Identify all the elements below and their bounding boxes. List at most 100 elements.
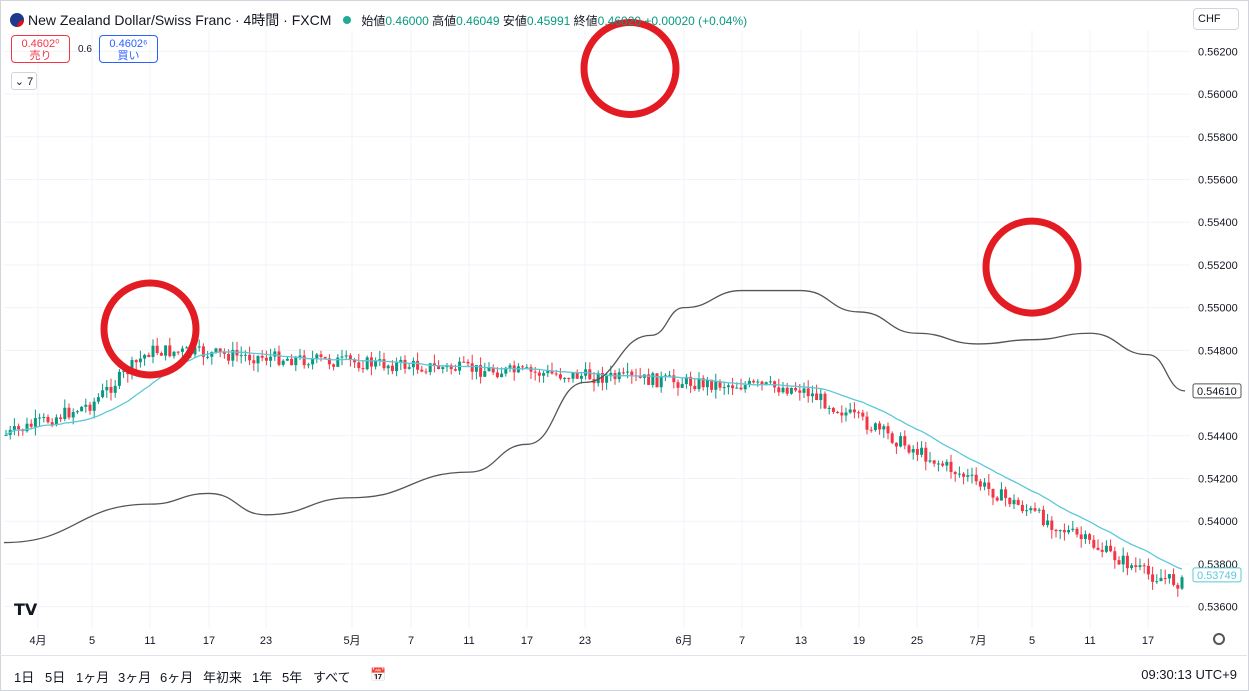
- candle-body: [479, 364, 483, 377]
- candle-body: [630, 371, 634, 376]
- buy-button[interactable]: 0.4602⁶ 買い: [99, 35, 158, 63]
- candle-body: [382, 359, 386, 369]
- tf-all[interactable]: すべて: [313, 670, 351, 685]
- candle-body: [991, 488, 995, 498]
- candle-body: [159, 353, 163, 356]
- candle-body: [907, 445, 911, 453]
- tf-5y[interactable]: 5年: [282, 670, 303, 685]
- candle-body: [269, 356, 273, 361]
- candle-body: [491, 367, 495, 373]
- candle-body: [1071, 528, 1075, 530]
- candle-body: [760, 381, 764, 385]
- candle-body: [899, 436, 903, 447]
- candle-body: [781, 387, 785, 393]
- candle-body: [815, 393, 819, 401]
- y-tick-label: 0.55400: [1198, 217, 1238, 229]
- date-range-icon[interactable]: 📅: [370, 667, 387, 682]
- candle-body: [726, 385, 730, 388]
- candle-body: [1079, 534, 1083, 540]
- candle-body: [567, 378, 571, 380]
- candle-body: [563, 378, 567, 380]
- candle-body: [344, 355, 348, 357]
- x-tick-label: 7: [739, 635, 745, 647]
- candle-body: [605, 376, 609, 383]
- candle-body: [533, 371, 537, 373]
- x-tick-label: 11: [1084, 635, 1095, 647]
- candle-body: [243, 354, 247, 356]
- candle-body: [487, 367, 491, 372]
- candle-body: [1004, 489, 1008, 498]
- ma-slow-line: [3, 289, 1186, 544]
- candle-body: [735, 387, 739, 389]
- candle-body: [1121, 555, 1125, 565]
- candle-body: [680, 384, 684, 388]
- tf-1d[interactable]: 1日: [14, 670, 35, 685]
- candle-body: [647, 374, 651, 385]
- candle-body: [252, 360, 256, 364]
- candle-body: [747, 380, 751, 386]
- settings-gear-icon[interactable]: [1213, 633, 1225, 645]
- candle-body: [878, 423, 882, 430]
- candle-body: [1155, 581, 1159, 583]
- candle-body: [819, 393, 823, 401]
- sell-button[interactable]: 0.4602⁰ 売り: [11, 35, 70, 63]
- candle-body: [437, 365, 441, 369]
- candle-body: [655, 373, 659, 388]
- candle-body: [1020, 504, 1024, 512]
- candle-body: [831, 407, 835, 413]
- candle-body: [386, 365, 390, 369]
- candle-body: [75, 411, 79, 413]
- candle-body: [256, 355, 260, 364]
- candle-body: [411, 360, 415, 368]
- candle-body: [848, 409, 852, 413]
- tf-1m[interactable]: 1ヶ月: [76, 670, 110, 685]
- candle-body: [768, 381, 772, 383]
- candle-body: [651, 373, 655, 385]
- symbol-title[interactable]: New Zealand Dollar/Swiss Franc · 4時間 · F…: [28, 12, 332, 28]
- candle-body: [71, 412, 75, 418]
- candle-body: [903, 436, 907, 446]
- tf-6m[interactable]: 6ヶ月: [160, 670, 194, 685]
- tf-ytd[interactable]: 年初来: [203, 670, 243, 685]
- candle-body: [794, 387, 798, 391]
- candle-body: [143, 354, 147, 359]
- x-tick-label: 19: [853, 635, 865, 647]
- candle-body: [29, 423, 33, 427]
- candle-body: [294, 357, 298, 366]
- candle-body: [676, 382, 680, 388]
- candle-body: [206, 356, 210, 358]
- candle-body: [222, 351, 226, 354]
- candle-body: [596, 373, 600, 384]
- indicator-toggle[interactable]: ⌄ 7: [11, 72, 37, 90]
- candle-body: [25, 423, 29, 432]
- candle-body: [777, 387, 781, 393]
- candle-body: [752, 380, 756, 383]
- candle-body: [1159, 578, 1163, 582]
- candle-body: [932, 460, 936, 464]
- price-label: 0.53749: [1197, 570, 1237, 582]
- candle-body: [428, 363, 432, 373]
- price-label-box: [1192, 383, 1242, 399]
- y-tick-label: 0.56000: [1198, 89, 1238, 101]
- x-tick-label: 5: [89, 635, 95, 647]
- candle-body: [63, 407, 67, 420]
- tf-1y[interactable]: 1年: [252, 670, 273, 685]
- candle-body: [546, 370, 550, 374]
- candle-body: [1025, 510, 1029, 512]
- candle-body: [731, 385, 735, 389]
- candle-body: [1088, 534, 1092, 540]
- candle-body: [785, 387, 789, 394]
- tf-5d[interactable]: 5日: [45, 670, 66, 685]
- tf-3m[interactable]: 3ヶ月: [118, 670, 152, 685]
- candle-body: [1180, 577, 1184, 589]
- buy-price: 0.4602⁶: [109, 38, 148, 50]
- candle-body: [306, 364, 310, 366]
- candle-body: [521, 366, 525, 368]
- candle-body: [193, 347, 197, 355]
- bottom-toolbar: 1日 5日 1ヶ月 3ヶ月 6ヶ月 年初来 1年 5年 すべて 📅 09:30:…: [0, 655, 1247, 690]
- candle-body: [54, 417, 58, 426]
- currency-button[interactable]: CHF: [1193, 8, 1239, 30]
- candle-body: [109, 386, 113, 393]
- candle-body: [340, 356, 344, 358]
